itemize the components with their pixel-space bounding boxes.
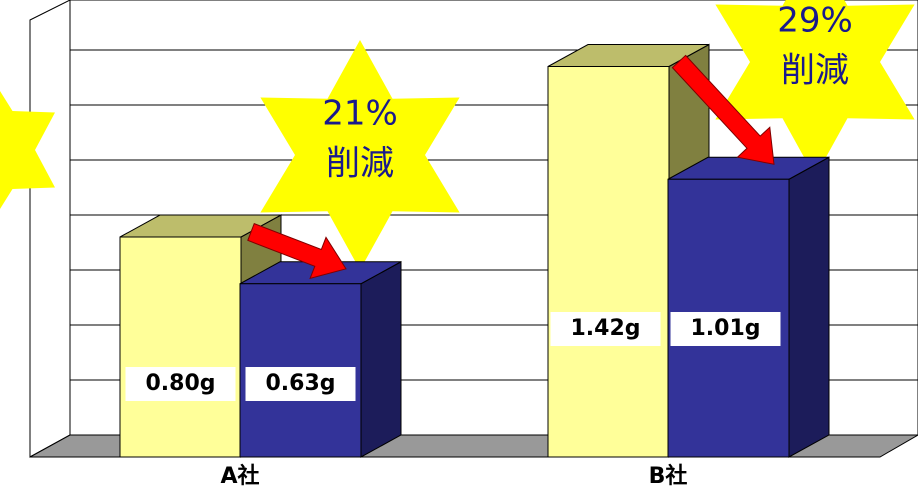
value-label: 0.80g — [145, 371, 215, 396]
bar — [119, 236, 242, 458]
category-label: B社 — [649, 463, 688, 489]
category-label: A社 — [220, 463, 259, 489]
annotation: 削減 — [326, 144, 394, 184]
label-box — [550, 312, 661, 346]
annotation: 29% — [777, 1, 853, 41]
label-box — [245, 367, 356, 401]
starburst — [715, 0, 915, 177]
annotation: 削減 — [781, 51, 849, 91]
bar-side — [360, 260, 402, 458]
bar-side — [788, 156, 830, 458]
bar — [547, 66, 670, 458]
label-box — [670, 312, 781, 346]
arrow — [247, 222, 347, 280]
annotation: 21% — [322, 94, 398, 134]
value-label: 1.01g — [690, 316, 760, 341]
value-label: 1.42g — [570, 316, 640, 341]
side-wall — [29, 0, 71, 458]
starburst — [260, 40, 460, 270]
arrow — [671, 54, 775, 165]
label-box — [125, 367, 236, 401]
starburst — [0, 91, 55, 209]
value-label: 0.63g — [265, 371, 335, 396]
